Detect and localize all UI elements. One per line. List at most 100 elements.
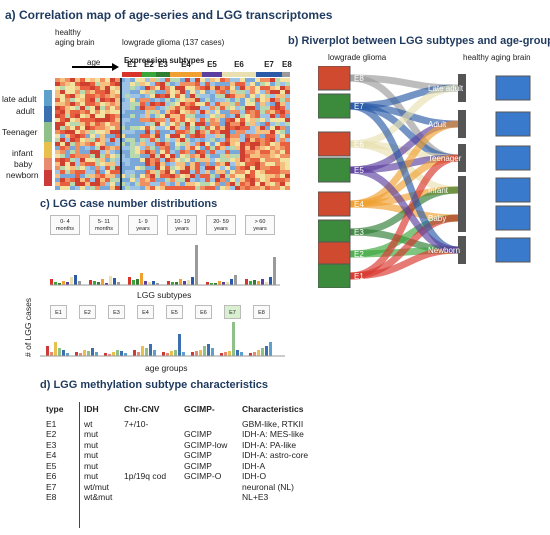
- heatmap-cell: [165, 106, 170, 110]
- heatmap-cell: [280, 170, 285, 174]
- heatmap-cell: [80, 154, 85, 158]
- heatmap-cell: [75, 86, 80, 90]
- top-bar: [148, 282, 151, 285]
- table-cell: E7: [46, 481, 57, 492]
- heatmap-cell: [75, 146, 80, 150]
- heatmap-cell: [125, 94, 130, 98]
- heatmap-cell: [270, 150, 275, 154]
- heatmap-cell: [230, 142, 235, 146]
- heatmap-cell: [250, 174, 255, 178]
- heatmap-cell: [135, 86, 140, 90]
- heatmap-cell: [275, 138, 280, 142]
- heatmap-cell: [160, 122, 165, 126]
- heatmap-cell: [120, 134, 125, 138]
- lgg-label: lowgrade glioma (137 cases): [122, 38, 225, 47]
- bottom-bar: [191, 352, 194, 356]
- heatmap-cell: [65, 138, 70, 142]
- heatmap-cell: [250, 122, 255, 126]
- heatmap-cell: [145, 98, 150, 102]
- heatmap-cell: [55, 182, 60, 186]
- heatmap-cell: [90, 146, 95, 150]
- heatmap-cell: [220, 170, 225, 174]
- heatmap-cell: [270, 86, 275, 90]
- heatmap-cell: [130, 102, 135, 106]
- bottom-bar: [50, 352, 53, 356]
- heatmap-cell: [205, 186, 210, 190]
- left-node-thumbnail: [317, 93, 351, 119]
- healthy-label: healthy: [55, 28, 81, 37]
- top-bar: [167, 281, 170, 285]
- heatmap-cell: [70, 162, 75, 166]
- heatmap-cell: [100, 186, 105, 190]
- right-node-label: Baby: [428, 214, 446, 223]
- heatmap-cell: [235, 138, 240, 142]
- heatmap-cell: [55, 158, 60, 162]
- heatmap-cell: [235, 130, 240, 134]
- heatmap-cell: [200, 154, 205, 158]
- heatmap-cell: [265, 78, 270, 82]
- heatmap-cell: [85, 82, 90, 86]
- heatmap-cell: [115, 170, 120, 174]
- top-bar: [70, 277, 73, 285]
- table-cell: [120, 429, 180, 440]
- heatmap-cell: [240, 118, 245, 122]
- bottom-bar: [170, 351, 173, 356]
- heatmap-cell: [220, 86, 225, 90]
- table-cell: wt&mut: [84, 492, 113, 502]
- heatmap-cell: [210, 150, 215, 154]
- heatmap-cell: [70, 114, 75, 118]
- heatmap-cell: [190, 178, 195, 182]
- subtype-box: E1: [50, 305, 67, 319]
- top-bar: [62, 281, 65, 285]
- heatmap-cell: [95, 150, 100, 154]
- heatmap-cell: [215, 110, 220, 114]
- heatmap-cell: [170, 102, 175, 106]
- right-node-label: Adult: [428, 120, 447, 129]
- heatmap-cell: [270, 118, 275, 122]
- heatmap-cell: [210, 90, 215, 94]
- heatmap-cell: [205, 90, 210, 94]
- heatmap-cell: [70, 142, 75, 146]
- heatmap-cell: [90, 154, 95, 158]
- heatmap-cell: [210, 82, 215, 86]
- heatmap-cell: [115, 154, 120, 158]
- heatmap-cell: [260, 86, 265, 90]
- heatmap-cell: [130, 134, 135, 138]
- heatmap-cell: [150, 138, 155, 142]
- heatmap-cell: [275, 174, 280, 178]
- heatmap-cell: [190, 90, 195, 94]
- heatmap-cell: [110, 170, 115, 174]
- heatmap-cell: [85, 94, 90, 98]
- heatmap-cell: [85, 182, 90, 186]
- heatmap-cell: [200, 142, 205, 146]
- heatmap-cell: [100, 174, 105, 178]
- heatmap-cell: [240, 78, 245, 82]
- heatmap-cell: [70, 90, 75, 94]
- heatmap-cell: [55, 118, 60, 122]
- heatmap-cell: [145, 146, 150, 150]
- heatmap-cell: [225, 166, 230, 170]
- heatmap-cell: [255, 178, 260, 182]
- heatmap-cell: [225, 158, 230, 162]
- top-bar: [50, 279, 53, 285]
- heatmap-cell: [150, 110, 155, 114]
- heatmap-cell: [230, 150, 235, 154]
- heatmap-cell: [130, 114, 135, 118]
- heatmap-cell: [235, 126, 240, 130]
- heatmap-cell: [155, 118, 160, 122]
- heatmap-cell: [245, 138, 250, 142]
- age-arrow-label: age: [87, 58, 101, 67]
- heatmap-cell: [95, 98, 100, 102]
- heatmap-cell: [140, 174, 145, 178]
- heatmap-cell: [200, 174, 205, 178]
- heatmap-cell: [150, 130, 155, 134]
- heatmap-cell: [195, 182, 200, 186]
- heatmap-cell: [140, 134, 145, 138]
- heatmap-cell: [265, 162, 270, 166]
- heatmap-cell: [160, 86, 165, 90]
- heatmap-cell: [155, 142, 160, 146]
- heatmap-cell: [100, 158, 105, 162]
- heatmap-cell: [280, 114, 285, 118]
- heatmap-cell: [90, 130, 95, 134]
- heatmap-cell: [155, 134, 160, 138]
